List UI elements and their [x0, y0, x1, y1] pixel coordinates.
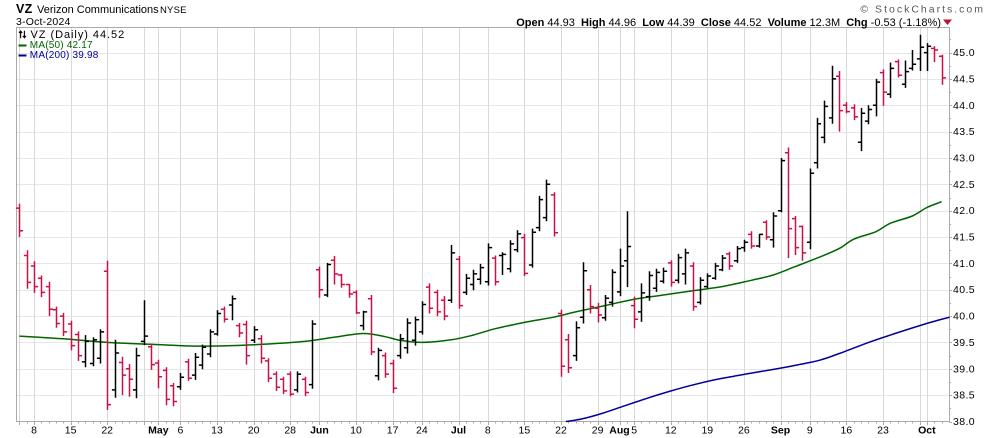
svg-text:Open 44.93 High 44.96 Low 44: Open 44.93 High 44.96 Low 44.39 Close 44…	[516, 17, 941, 29]
svg-text:42.5: 42.5	[953, 179, 975, 191]
svg-text:43.0: 43.0	[953, 153, 975, 165]
svg-text:6: 6	[177, 425, 183, 437]
svg-text:26: 26	[738, 425, 750, 437]
svg-text:MA(200) 39.98: MA(200) 39.98	[30, 50, 99, 61]
svg-text:23: 23	[877, 425, 889, 437]
svg-text:VZ (Daily) 44.52: VZ (Daily) 44.52	[31, 29, 126, 41]
svg-text:MA(50) 42.17: MA(50) 42.17	[30, 40, 93, 51]
svg-text:44.0: 44.0	[953, 100, 975, 112]
svg-text:© StockCharts.com: © StockCharts.com	[860, 4, 985, 16]
svg-text:NYSE: NYSE	[160, 5, 187, 16]
svg-text:29: 29	[592, 425, 604, 437]
svg-text:Jul: Jul	[451, 425, 466, 437]
svg-text:24: 24	[416, 425, 428, 437]
svg-text:22: 22	[555, 425, 567, 437]
svg-text:39.5: 39.5	[953, 337, 975, 349]
svg-text:40.0: 40.0	[953, 311, 975, 323]
svg-text:8: 8	[31, 425, 37, 437]
svg-text:41.0: 41.0	[953, 258, 975, 270]
svg-text:12: 12	[665, 425, 677, 437]
svg-text:May: May	[148, 425, 169, 437]
svg-text:19: 19	[701, 425, 713, 437]
svg-text:13: 13	[211, 425, 223, 437]
svg-text:41.5: 41.5	[953, 232, 975, 244]
svg-text:9: 9	[807, 425, 813, 437]
svg-text:42.0: 42.0	[953, 205, 975, 217]
svg-text:38.0: 38.0	[953, 416, 975, 428]
svg-text:Oct: Oct	[918, 425, 936, 437]
svg-text:45.0: 45.0	[953, 47, 975, 59]
svg-text:17: 17	[387, 425, 399, 437]
svg-text:8: 8	[485, 425, 491, 437]
svg-text:5: 5	[631, 425, 637, 437]
svg-text:16: 16	[841, 425, 853, 437]
svg-text:3-Oct-2024: 3-Oct-2024	[16, 16, 71, 28]
svg-text:22: 22	[101, 425, 113, 437]
svg-text:Sep: Sep	[771, 425, 790, 437]
svg-text:Jun: Jun	[310, 425, 329, 437]
svg-text:Aug: Aug	[609, 425, 629, 437]
svg-text:40.5: 40.5	[953, 284, 975, 296]
svg-text:10: 10	[350, 425, 362, 437]
svg-text:44.5: 44.5	[953, 73, 975, 85]
svg-text:20: 20	[248, 425, 260, 437]
svg-text:43.5: 43.5	[953, 126, 975, 138]
svg-text:15: 15	[65, 425, 77, 437]
svg-text:39.0: 39.0	[953, 363, 975, 375]
svg-text:38.5: 38.5	[953, 390, 975, 402]
svg-text:28: 28	[284, 425, 296, 437]
svg-text:15: 15	[519, 425, 531, 437]
svg-text:Verizon Communications: Verizon Communications	[37, 4, 159, 16]
svg-text:VZ: VZ	[16, 2, 33, 16]
